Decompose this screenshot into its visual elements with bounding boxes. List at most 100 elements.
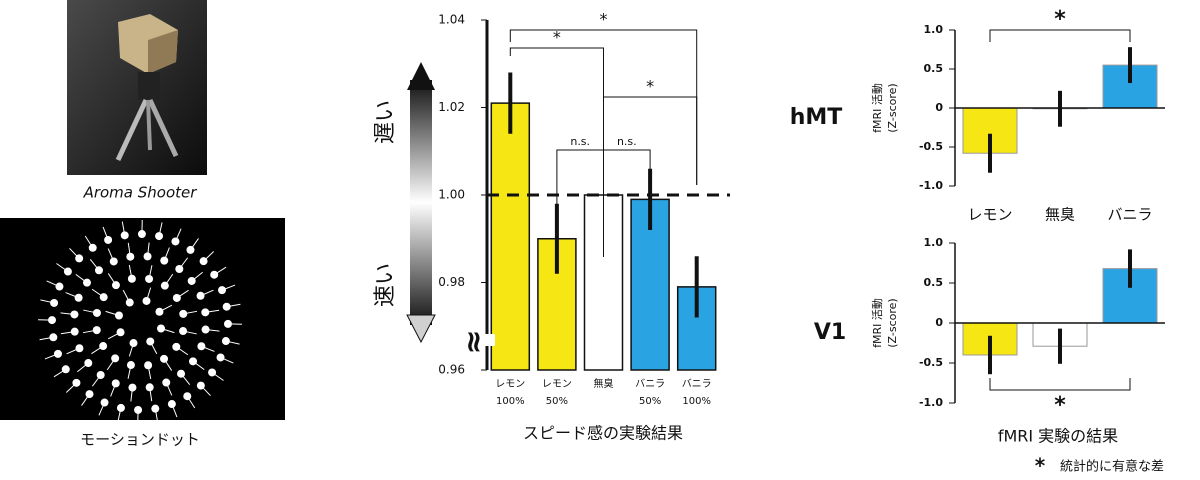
dot-trail bbox=[146, 287, 152, 302]
y-tick-label: 0.5 bbox=[924, 276, 944, 289]
x-tick-label: バニラ bbox=[682, 378, 712, 390]
dot-trail bbox=[180, 373, 191, 385]
significance-label: * bbox=[553, 28, 561, 47]
dot-trail bbox=[160, 328, 175, 334]
dot-trail bbox=[56, 263, 69, 272]
y-tick-label: 0.98 bbox=[438, 275, 465, 289]
dot-trail bbox=[130, 387, 133, 402]
y-tick-label: -1.0 bbox=[919, 179, 943, 192]
y-axis-label: fMRI 活動 bbox=[870, 83, 884, 133]
motion-dots bbox=[0, 218, 285, 420]
dot-trail bbox=[165, 382, 173, 396]
y-tick-label: 1.00 bbox=[438, 188, 465, 202]
dot-trail bbox=[84, 235, 94, 249]
dot-trail bbox=[178, 257, 189, 270]
dot-trail bbox=[107, 331, 121, 340]
dot-trail bbox=[60, 312, 75, 315]
dot-trail bbox=[75, 273, 88, 284]
y-axis-label: fMRI 活動 bbox=[870, 298, 884, 348]
dot-trail bbox=[69, 247, 80, 259]
dot-trail bbox=[121, 221, 126, 236]
dot-trail bbox=[91, 288, 104, 298]
dot-trail bbox=[66, 347, 80, 355]
significance-label: n.s. bbox=[617, 135, 637, 148]
dot-trail bbox=[205, 309, 220, 313]
dot-trail bbox=[91, 374, 102, 387]
photo-caption: Aroma Shooter bbox=[83, 184, 198, 202]
dot-trail bbox=[91, 345, 104, 355]
dot-trail bbox=[53, 368, 67, 378]
dot-trail bbox=[82, 329, 97, 334]
dot-trail bbox=[148, 265, 153, 280]
dots-caption: モーションドット bbox=[80, 431, 200, 449]
photo bbox=[67, 0, 207, 175]
region-label: V1 bbox=[814, 320, 846, 345]
dot-trail bbox=[122, 289, 131, 303]
significance-bracket bbox=[989, 378, 1131, 391]
significance-label: * bbox=[646, 77, 654, 96]
dot-trail bbox=[221, 284, 236, 291]
dot-trail bbox=[225, 340, 240, 345]
dot-trail bbox=[201, 345, 215, 352]
x-tick-sublabel: 50% bbox=[639, 396, 661, 407]
dot-trail bbox=[163, 247, 170, 261]
dot-trail bbox=[203, 251, 215, 262]
dot-trail bbox=[77, 362, 89, 373]
x-tick-label: レモン bbox=[495, 379, 525, 390]
dot-trail bbox=[200, 289, 214, 297]
dot-trail bbox=[102, 226, 109, 241]
x-tick-label: レモン bbox=[542, 379, 572, 390]
dot-trail bbox=[60, 331, 75, 335]
dot-trail bbox=[174, 228, 182, 242]
y-tick-label: 0 bbox=[935, 316, 943, 329]
dot-trail bbox=[149, 387, 153, 402]
dot-trail bbox=[164, 273, 174, 286]
dot-trail bbox=[171, 403, 178, 418]
y-tick-label: -0.5 bbox=[919, 356, 943, 369]
dot-trail bbox=[163, 358, 173, 371]
dots bbox=[38, 220, 242, 424]
y-tick-label: -1.0 bbox=[919, 396, 943, 409]
y-tick-label: 1.04 bbox=[438, 13, 465, 27]
dot-trail bbox=[186, 395, 196, 409]
dot-trail bbox=[154, 408, 159, 423]
dot-trail bbox=[65, 382, 77, 393]
dot-trail bbox=[213, 266, 227, 276]
y-tick-label: 1.0 bbox=[924, 236, 944, 249]
dot-trail bbox=[182, 330, 197, 335]
dot-trail bbox=[226, 303, 241, 308]
significance-bracket bbox=[989, 29, 1131, 42]
significance-label: * bbox=[600, 10, 608, 29]
slow-label: 遅い bbox=[373, 100, 398, 144]
dot-trail bbox=[205, 329, 220, 332]
dot-trail bbox=[191, 271, 203, 282]
x-tick-label: 無臭 bbox=[594, 377, 614, 390]
dot-trail bbox=[147, 365, 152, 380]
y-tick-label: 1.0 bbox=[924, 23, 944, 36]
fast-label: 速い bbox=[373, 263, 398, 307]
arrow-head bbox=[407, 62, 435, 90]
significance-label: n.s. bbox=[570, 135, 590, 148]
x-tick-sublabel: 100% bbox=[496, 396, 525, 407]
dot-trail bbox=[183, 310, 198, 315]
dot-trail bbox=[200, 385, 211, 397]
dot-trail bbox=[159, 304, 173, 313]
dot-trail bbox=[127, 364, 132, 379]
dot-trail bbox=[107, 248, 115, 262]
dot-trail bbox=[128, 342, 134, 357]
speed-arrow bbox=[410, 80, 432, 325]
dot-trail bbox=[128, 264, 133, 279]
dot-trail bbox=[39, 336, 54, 341]
dot-trail bbox=[149, 341, 158, 355]
x-tick-label: 無臭 bbox=[1045, 206, 1075, 224]
x-tick-label: バニラ bbox=[1107, 206, 1152, 224]
dot-trail bbox=[40, 299, 55, 304]
dot-trail bbox=[176, 289, 189, 299]
x-tick-label: バニラ bbox=[635, 378, 665, 390]
arrow-head bbox=[406, 314, 436, 344]
dot-trail bbox=[98, 402, 106, 416]
significance-bracket bbox=[603, 149, 651, 192]
dot-trail bbox=[176, 346, 189, 356]
significance-mark: * bbox=[1035, 454, 1046, 478]
